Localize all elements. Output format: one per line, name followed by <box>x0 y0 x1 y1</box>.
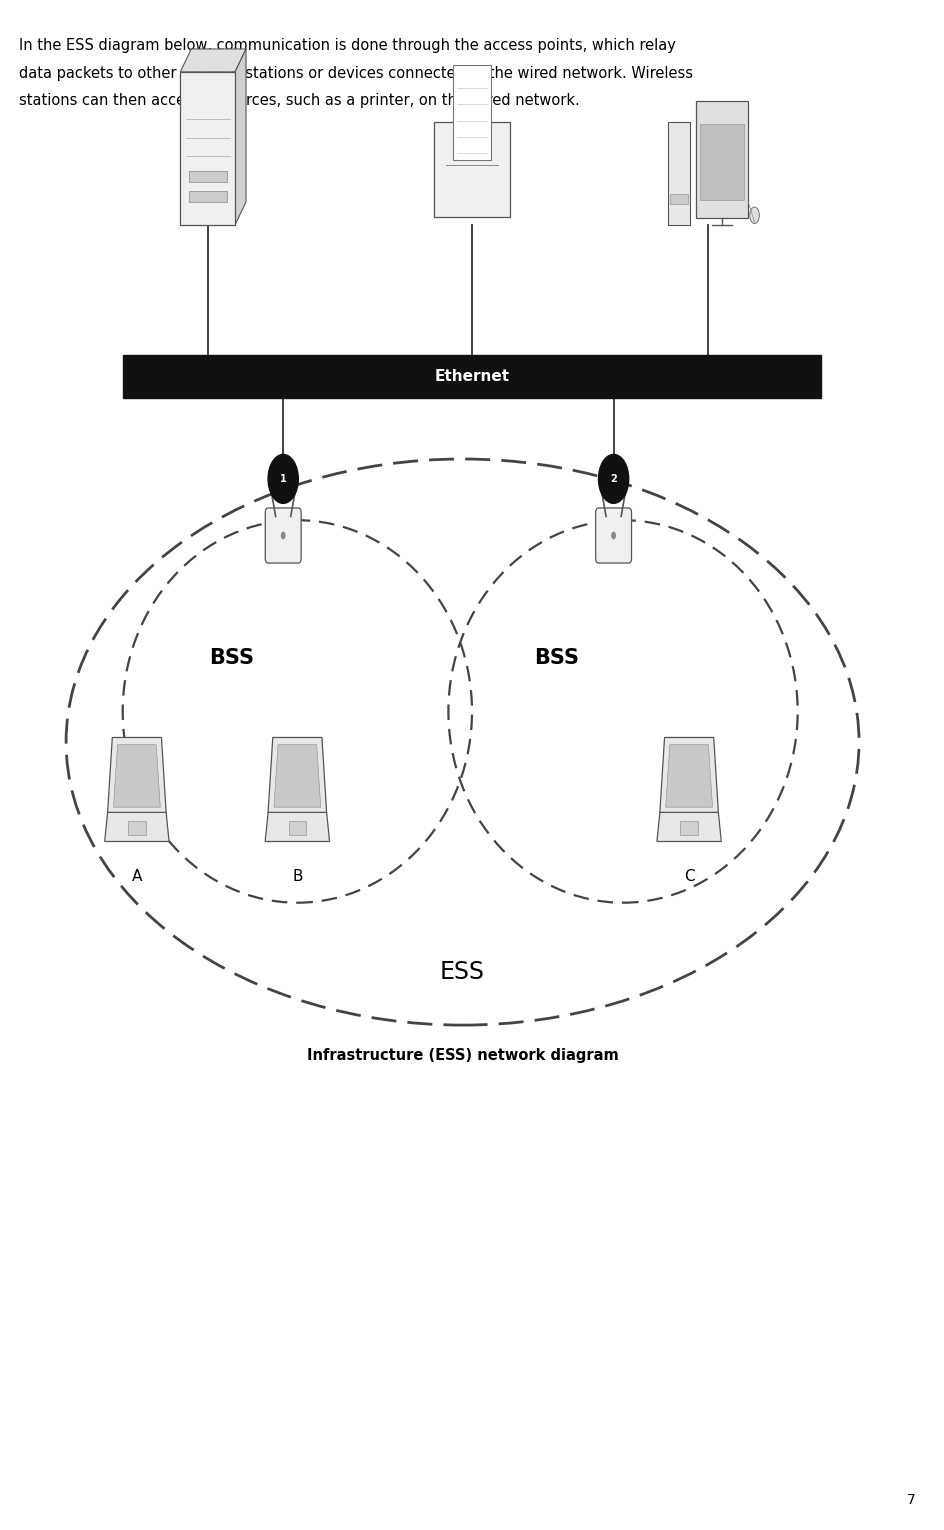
Text: In the ESS diagram below, communication is done through the access points, which: In the ESS diagram below, communication … <box>19 38 676 54</box>
Polygon shape <box>274 745 321 808</box>
Ellipse shape <box>750 207 759 223</box>
Text: BSS: BSS <box>209 647 254 669</box>
FancyBboxPatch shape <box>681 820 698 835</box>
Polygon shape <box>666 745 713 808</box>
Text: stations can then access resources, such as a printer, on the wired network.: stations can then access resources, such… <box>19 93 580 109</box>
Polygon shape <box>105 812 169 842</box>
FancyBboxPatch shape <box>289 820 306 835</box>
Circle shape <box>598 454 629 503</box>
Polygon shape <box>657 812 721 842</box>
FancyBboxPatch shape <box>180 72 235 225</box>
Circle shape <box>280 531 286 540</box>
Text: BSS: BSS <box>534 647 580 669</box>
Text: B: B <box>292 869 303 884</box>
FancyBboxPatch shape <box>189 191 227 202</box>
FancyBboxPatch shape <box>123 355 821 398</box>
FancyBboxPatch shape <box>265 508 301 563</box>
Polygon shape <box>180 49 246 72</box>
Polygon shape <box>265 812 329 842</box>
Text: 2: 2 <box>610 474 617 483</box>
FancyBboxPatch shape <box>668 122 690 225</box>
Polygon shape <box>660 737 718 812</box>
FancyBboxPatch shape <box>596 508 632 563</box>
Polygon shape <box>235 49 246 225</box>
Circle shape <box>611 531 616 540</box>
FancyBboxPatch shape <box>670 194 688 205</box>
FancyBboxPatch shape <box>189 171 227 182</box>
Text: Infrastructure (ESS) network diagram: Infrastructure (ESS) network diagram <box>307 1048 618 1063</box>
Polygon shape <box>108 737 166 812</box>
Polygon shape <box>268 737 327 812</box>
Polygon shape <box>113 745 160 808</box>
FancyBboxPatch shape <box>696 101 748 219</box>
Circle shape <box>268 454 298 503</box>
Text: 1: 1 <box>279 474 287 483</box>
Text: Ethernet: Ethernet <box>434 369 510 384</box>
Text: C: C <box>683 869 695 884</box>
Text: ESS: ESS <box>440 959 485 984</box>
Text: 7: 7 <box>907 1493 916 1507</box>
FancyBboxPatch shape <box>434 122 510 217</box>
FancyBboxPatch shape <box>453 66 491 161</box>
Text: A: A <box>132 869 142 884</box>
FancyBboxPatch shape <box>700 124 744 200</box>
FancyBboxPatch shape <box>128 820 145 835</box>
Text: data packets to other wireless stations or devices connected to the wired networ: data packets to other wireless stations … <box>19 66 693 81</box>
